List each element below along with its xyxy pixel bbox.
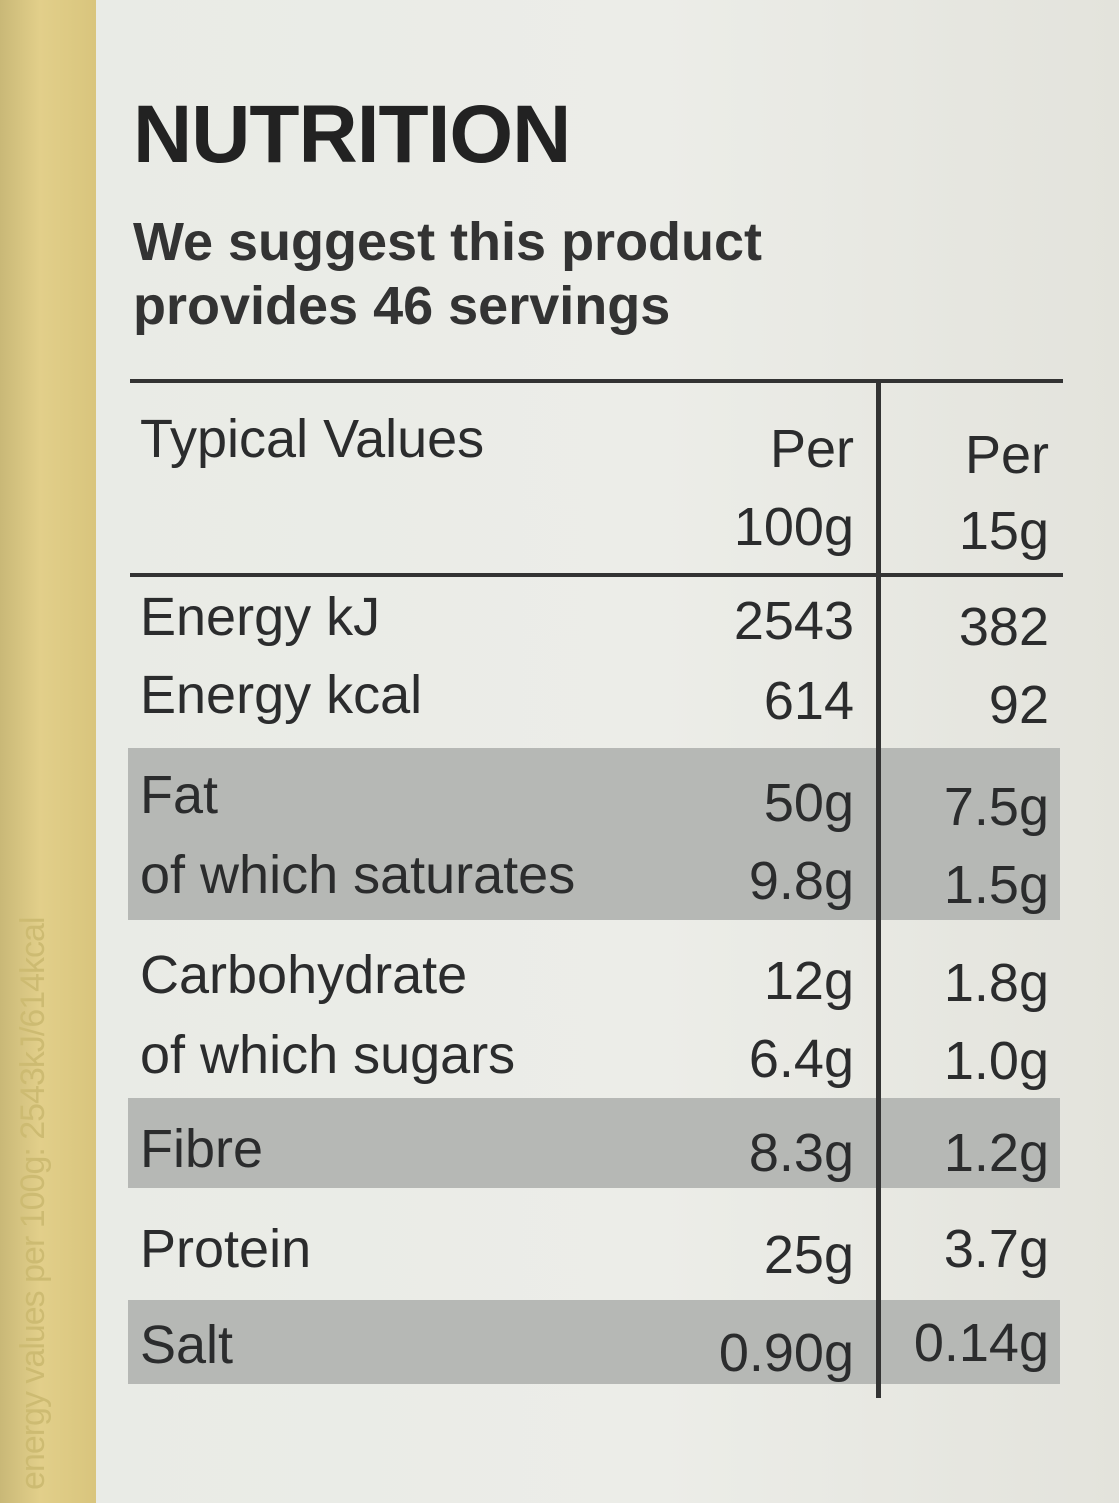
side-energy-text: energy values per 100g: 2543kJ/614kcal (14, 917, 52, 1490)
row-name: Fat (140, 765, 219, 825)
row-perserving: 382 (958, 597, 1049, 657)
row-name: Salt (140, 1315, 234, 1375)
header-rule (130, 573, 1063, 577)
row-name: Carbohydrate (140, 945, 468, 1005)
row-perserving: 3.7g (943, 1219, 1049, 1279)
row-per100: 6.4g (748, 1029, 854, 1089)
row-per100: 8.3g (748, 1123, 854, 1183)
row-per100: 25g (763, 1225, 854, 1285)
row-perserving: 0.14g (913, 1313, 1049, 1373)
row-perserving: 92 (988, 675, 1049, 735)
per100-header-line2: 100g (733, 497, 854, 557)
row-name: of which sugars (140, 1025, 516, 1085)
nutrition-title: NUTRITION (133, 89, 571, 180)
typical-values-header: Typical Values (140, 409, 485, 469)
row-per100: 50g (763, 773, 854, 833)
perserving-header-line1: Per (964, 425, 1049, 485)
row-perserving: 1.8g (943, 953, 1049, 1013)
row-per100: 0.90g (718, 1323, 854, 1383)
row-perserving: 1.2g (943, 1123, 1049, 1183)
row-per100: 9.8g (748, 851, 854, 911)
fat-shade (128, 748, 1060, 920)
row-name: Protein (140, 1219, 312, 1279)
perserving-header-line2: 15g (958, 501, 1049, 561)
row-perserving: 1.5g (943, 855, 1049, 915)
row-per100: 12g (763, 951, 854, 1011)
salt-shade (128, 1300, 1060, 1384)
row-perserving: 1.0g (943, 1031, 1049, 1091)
fibre-shade (128, 1098, 1060, 1188)
row-per100: 614 (763, 671, 854, 731)
packaging-edge (0, 0, 100, 1503)
row-per100: 2543 (733, 591, 854, 651)
row-name: Fibre (140, 1119, 264, 1179)
row-perserving: 7.5g (943, 777, 1049, 837)
servings-note: We suggest this product provides 46 serv… (133, 212, 763, 336)
row-name: Energy kcal (140, 665, 423, 725)
column-divider (876, 381, 881, 1398)
row-name: Energy kJ (140, 587, 381, 647)
table-top-rule (130, 379, 1063, 383)
per100-header-line1: Per (769, 419, 854, 479)
row-name: of which saturates (140, 845, 576, 905)
